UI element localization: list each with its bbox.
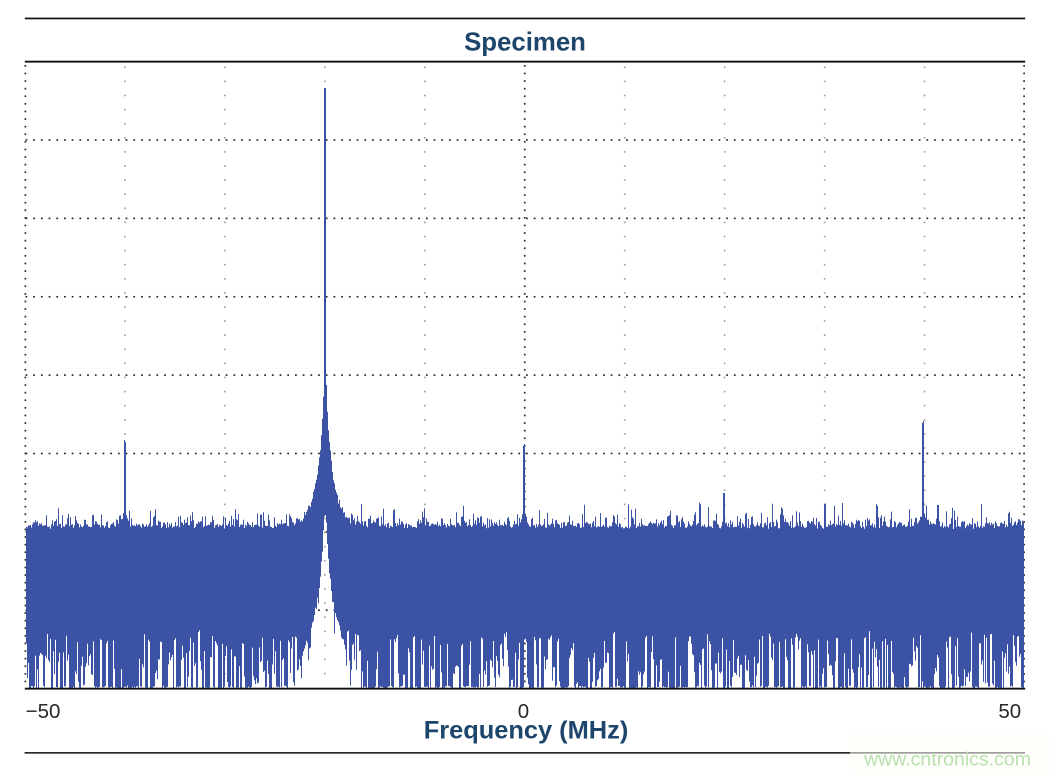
svg-text:Frequency (MHz): Frequency (MHz) <box>424 716 629 744</box>
svg-text:www.cntronics.com: www.cntronics.com <box>863 749 1031 771</box>
svg-text:50: 50 <box>998 700 1021 723</box>
svg-text:0: 0 <box>518 700 529 723</box>
svg-text:Specimen: Specimen <box>464 29 586 57</box>
svg-text:−50: −50 <box>26 700 61 723</box>
